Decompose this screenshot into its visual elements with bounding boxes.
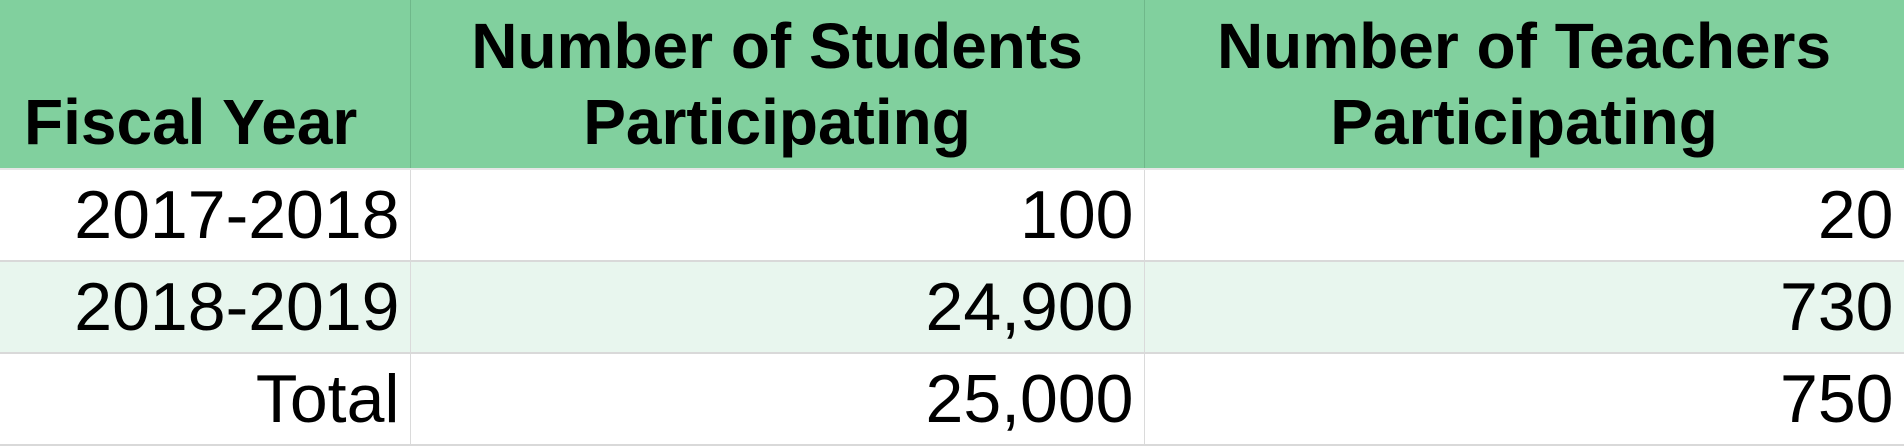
header-students: Number of Students Participating: [410, 0, 1145, 170]
table-row-total: Total 25,000 750: [0, 353, 1904, 446]
header-students-line1: Number of Students: [471, 10, 1083, 82]
header-teachers-line1: Number of Teachers: [1216, 10, 1832, 82]
cell-teachers: 20: [1144, 169, 1904, 262]
cell-students: 100: [410, 169, 1145, 262]
header-row: Fiscal Year Number of Students Participa…: [0, 0, 1904, 170]
cell-students: 24,900: [410, 261, 1145, 354]
cell-total-label: Total: [0, 353, 411, 446]
cell-fiscal-year: 2018-2019: [0, 261, 411, 354]
cell-fiscal-year: 2017-2018: [0, 169, 411, 262]
header-fiscal-year: Fiscal Year: [0, 0, 411, 170]
header-teachers-line2: Participating: [1330, 86, 1718, 158]
table-row: 2017-2018 100 20: [0, 169, 1904, 262]
cell-teachers: 730: [1144, 261, 1904, 354]
header-students-line2: Participating: [583, 86, 971, 158]
table-header: Fiscal Year Number of Students Participa…: [0, 0, 1904, 170]
table-row: 2018-2019 24,900 730: [0, 261, 1904, 354]
header-teachers: Number of Teachers Participating: [1144, 0, 1904, 170]
cell-total-teachers: 750: [1144, 353, 1904, 446]
table-body: 2017-2018 100 20 2018-2019 24,900 730 To…: [0, 169, 1904, 446]
header-fiscal-year-label: Fiscal Year: [24, 86, 358, 158]
cell-total-students: 25,000: [410, 353, 1145, 446]
